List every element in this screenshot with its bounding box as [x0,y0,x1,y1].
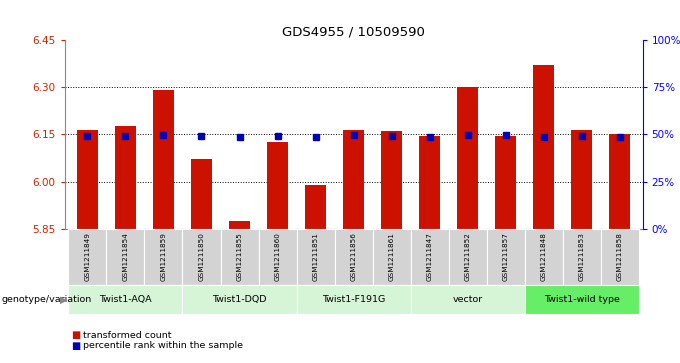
Text: GSM1211847: GSM1211847 [426,232,432,281]
Bar [220,229,258,285]
Bar [571,130,592,229]
Bar [335,229,373,285]
Bar [182,229,220,285]
Bar [77,130,98,229]
Text: Twist1-AQA: Twist1-AQA [99,295,152,304]
Text: ■: ■ [71,330,81,340]
Title: GDS4955 / 10509590: GDS4955 / 10509590 [282,26,425,39]
Text: GSM1211857: GSM1211857 [503,232,509,281]
Bar [296,229,335,285]
Bar [153,90,174,229]
Text: transformed count: transformed count [83,331,171,339]
Text: GSM1211858: GSM1211858 [617,232,623,281]
Bar [191,159,212,229]
Bar [69,285,182,314]
Bar [107,229,144,285]
Text: percentile rank within the sample: percentile rank within the sample [83,341,243,350]
Bar [144,229,182,285]
Text: vector: vector [453,295,483,304]
Bar [563,229,600,285]
Bar [419,136,440,229]
Bar [457,87,478,229]
Text: GSM1211856: GSM1211856 [351,232,356,281]
Bar [525,285,639,314]
Text: GSM1211855: GSM1211855 [237,232,243,281]
Bar [495,136,516,229]
Bar [381,131,402,229]
Text: GSM1211848: GSM1211848 [541,232,547,281]
Bar [305,185,326,229]
Bar [182,285,296,314]
Text: ■: ■ [71,340,81,351]
Text: GSM1211853: GSM1211853 [579,232,585,281]
Bar [411,229,449,285]
Bar [258,229,296,285]
Text: GSM1211849: GSM1211849 [84,232,90,281]
Text: GSM1211850: GSM1211850 [199,232,205,281]
Bar [609,134,630,229]
Bar [296,285,411,314]
Text: genotype/variation: genotype/variation [1,295,92,304]
Bar [411,285,525,314]
Text: GSM1211859: GSM1211859 [160,232,167,281]
Bar [343,130,364,229]
Text: GSM1211851: GSM1211851 [313,232,318,281]
Text: GSM1211854: GSM1211854 [122,232,129,281]
Bar [267,142,288,229]
Text: Twist1-F191G: Twist1-F191G [322,295,386,304]
Bar [487,229,525,285]
Text: Twist1-DQD: Twist1-DQD [212,295,267,304]
Bar [373,229,411,285]
Bar [449,229,487,285]
Text: Twist1-wild type: Twist1-wild type [544,295,619,304]
Text: GSM1211860: GSM1211860 [275,232,281,281]
Bar [533,65,554,229]
Bar [229,221,250,229]
Bar [69,229,107,285]
Bar [525,229,563,285]
Text: GSM1211852: GSM1211852 [464,232,471,281]
Text: GSM1211861: GSM1211861 [389,232,394,281]
Bar [600,229,639,285]
Text: ▶: ▶ [60,294,67,305]
Bar [115,126,136,229]
